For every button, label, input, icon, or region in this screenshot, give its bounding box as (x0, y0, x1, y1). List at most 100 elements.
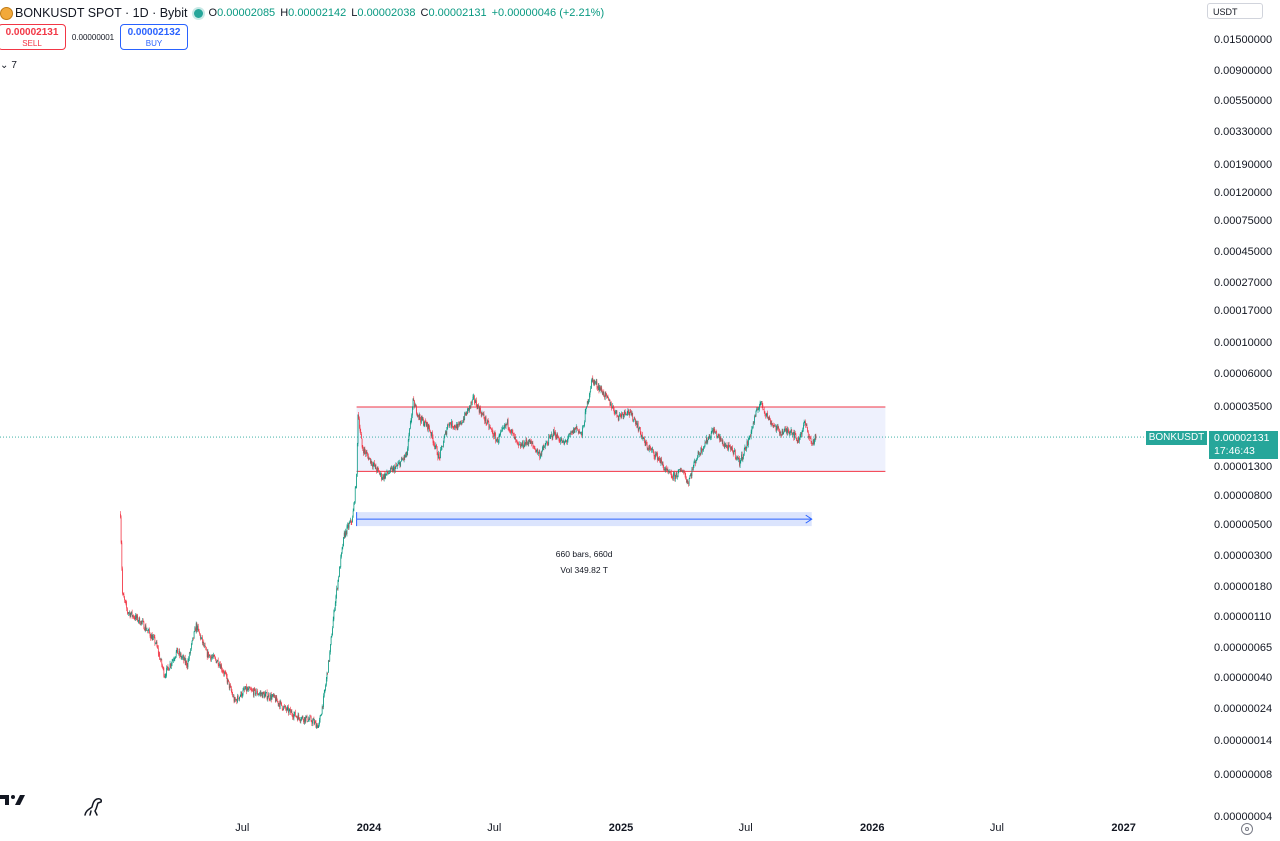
candle-body (483, 413, 485, 419)
candle-body (489, 426, 490, 428)
candle-body (764, 411, 766, 414)
candle-body (460, 421, 461, 424)
candle-body (735, 457, 737, 459)
candle-body (281, 705, 283, 710)
candle-body (581, 432, 583, 436)
candle-body (595, 382, 596, 384)
candle-body (408, 434, 410, 440)
candle-body (654, 456, 656, 458)
candle-body (545, 442, 547, 445)
candle-body (430, 432, 432, 436)
candle-body (223, 672, 225, 674)
candle-body (695, 461, 696, 464)
symbol-title[interactable]: BONKUSDT SPOT · 1D · Bybit (15, 6, 188, 20)
candle-body (156, 642, 158, 647)
candle-body (454, 425, 455, 428)
candle-body (794, 431, 796, 435)
candle-body (611, 403, 612, 408)
candle-body (427, 422, 428, 430)
candle-body (603, 391, 605, 397)
candle-body (699, 454, 700, 455)
price-tick-label: 0.00006000 (1214, 368, 1273, 381)
candle-body (730, 446, 732, 450)
candle-body (493, 433, 495, 438)
candle-body (376, 468, 377, 472)
sell-button[interactable]: 0.00002131 SELL (0, 24, 66, 50)
candle-body (533, 445, 534, 447)
price-tick-label: 0.00000110 (1214, 610, 1272, 623)
candle-body (323, 695, 324, 707)
candle-body (417, 414, 419, 416)
candle-body (286, 708, 287, 711)
candle-body (695, 459, 697, 464)
candle-body (773, 425, 775, 426)
candle-body (553, 429, 554, 437)
candle-body (657, 453, 658, 461)
settings-gear-icon[interactable] (1241, 823, 1253, 835)
candle-body (384, 473, 386, 478)
candle-body (801, 432, 802, 435)
candle-body (529, 439, 531, 444)
candle-body (325, 685, 326, 690)
candle-body (642, 438, 644, 439)
buy-button[interactable]: 0.00002132 BUY (120, 24, 188, 50)
candle-body (630, 410, 631, 413)
candle-body (298, 714, 300, 718)
indicators-collapse-button[interactable]: ⌄ 7 (0, 58, 18, 72)
time-tick-label: 2027 (1111, 822, 1136, 834)
candle-body (606, 393, 607, 397)
candle-body (653, 451, 655, 457)
candle-body (814, 434, 816, 440)
candle-body (812, 443, 813, 445)
candle-body (798, 437, 799, 442)
candle-body (667, 468, 669, 472)
candle-body (168, 668, 170, 671)
candle-body (759, 405, 760, 410)
candle-body (504, 424, 506, 427)
candle-body (707, 440, 709, 443)
currency-select[interactable]: USDT (1207, 3, 1263, 19)
candle-body (347, 524, 349, 527)
candle-body (163, 668, 165, 676)
price-chart[interactable] (0, 0, 1210, 821)
candle-body (288, 709, 290, 713)
candle-body (597, 385, 599, 389)
candle-body (648, 448, 649, 450)
candle-body (779, 431, 781, 434)
candle-body (363, 448, 365, 454)
candle-body (712, 430, 713, 431)
candle-body (805, 421, 806, 426)
candle-body (182, 657, 183, 658)
candle-body (429, 427, 430, 431)
candle-body (458, 424, 459, 425)
candle-body (783, 429, 785, 433)
tradingview-logo-icon[interactable] (0, 793, 26, 807)
candle-body (480, 412, 482, 416)
candle-body (542, 447, 543, 451)
candle-body (182, 656, 184, 658)
candle-body (460, 421, 462, 424)
time-tick-label: 2024 (356, 822, 382, 834)
candle-body (513, 434, 515, 439)
candle-body (439, 457, 441, 458)
candle-body (777, 426, 779, 429)
candle-body (512, 431, 514, 434)
dinosaur-icon[interactable] (82, 795, 104, 817)
candle-body (455, 427, 457, 429)
close-value: 0.00002131 (428, 7, 487, 19)
candle-body (741, 454, 743, 460)
candle-body (162, 665, 163, 668)
candle-body (617, 415, 618, 417)
candle-body (571, 432, 572, 434)
candle-body (515, 436, 517, 440)
candle-body (658, 457, 660, 459)
candle-body (725, 444, 727, 446)
candle-body (222, 671, 224, 673)
candle-body (551, 434, 552, 435)
low-key: L (351, 7, 358, 19)
candle-body (127, 612, 129, 614)
candle-body (337, 579, 339, 589)
candle-body (122, 568, 123, 594)
candle-body (725, 445, 727, 447)
candle-body (296, 716, 298, 718)
